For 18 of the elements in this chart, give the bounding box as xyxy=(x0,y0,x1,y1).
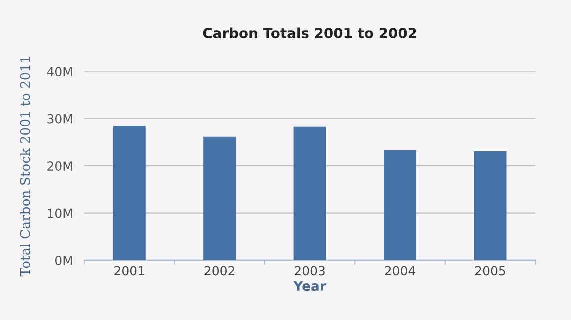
x-tick-label: 2004 xyxy=(385,266,416,276)
y-axis-title: Total Carbon Stock 2001 to 2011 xyxy=(20,57,30,277)
x-axis-title: Year xyxy=(294,281,326,292)
y-tick-label: 0M xyxy=(55,256,72,266)
bar xyxy=(474,151,507,260)
y-tick-label: 40M xyxy=(47,67,72,77)
chart-title: Carbon Totals 2001 to 2002 xyxy=(203,28,416,39)
bar xyxy=(384,150,417,260)
x-tick-label: 2005 xyxy=(476,266,506,276)
y-tick-label: 20M xyxy=(48,162,72,172)
x-tick-label: 2001 xyxy=(114,266,144,276)
x-tick-label: 2002 xyxy=(204,266,234,276)
bar xyxy=(204,136,236,260)
y-tick-label: 30M xyxy=(48,114,72,124)
y-tick-label: 10M xyxy=(48,208,72,218)
bar xyxy=(294,126,326,260)
x-tick-label: 2003 xyxy=(295,266,325,276)
bar xyxy=(113,126,146,260)
